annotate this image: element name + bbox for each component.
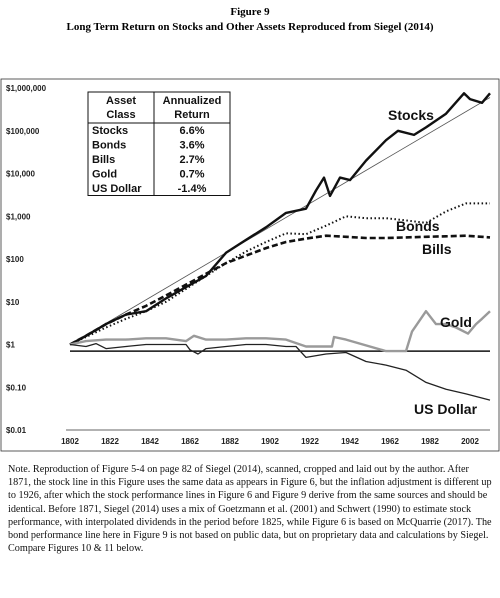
series-line-bonds — [69, 202, 490, 346]
y-tick-label: $100,000 — [6, 127, 40, 136]
series-line-gold — [69, 309, 491, 353]
table-frame — [87, 91, 231, 196]
y-tick-label: $10,000 — [6, 170, 35, 179]
x-tick-label: 1902 — [261, 437, 279, 446]
table-header-cell: Class — [106, 109, 135, 121]
y-tick-label: $10 — [6, 298, 20, 307]
table-cell-asset: Gold — [92, 169, 117, 181]
series-label-bills: Bills — [422, 241, 452, 257]
x-tick-label: 1802 — [61, 437, 79, 446]
y-tick-label: $0.10 — [6, 383, 27, 392]
return-table: Asset Class Annualized Return Stocks 6.6% Bond… — [87, 91, 231, 196]
series-line-us-dollar — [69, 342, 491, 401]
y-tick-label: $1 — [6, 341, 15, 350]
returns-chart: $0.01 $0.10 $1 $10 $100 $1,000 $10,000 $100,000… — [0, 78, 500, 452]
x-tick-label: 1842 — [141, 437, 159, 446]
figure-note: Note. Reproduction of Figure 5-4 on page… — [8, 464, 492, 555]
table-cell-asset: US Dollar — [92, 183, 142, 195]
y-tick-label: $1,000,000 — [6, 84, 47, 93]
x-tick-label: 1962 — [381, 437, 399, 446]
y-axis: $0.01 $0.10 $1 $10 $100 $1,000 $10,000 $100,000… — [6, 84, 47, 435]
series-label-us-dollar: US Dollar — [414, 401, 478, 417]
series-layer — [69, 92, 491, 401]
x-tick-label: 1882 — [221, 437, 239, 446]
x-tick-label: 1862 — [181, 437, 199, 446]
series-label-stocks: Stocks — [388, 107, 434, 123]
table-header-cell: Asset — [106, 95, 136, 107]
x-tick-label: 1982 — [421, 437, 439, 446]
x-axis: 1802 1822 1842 1862 1882 1902 1922 1942 1962 1982… — [61, 429, 490, 446]
figure-title: Long Term Return on Stocks and Other Ass… — [66, 21, 434, 33]
table-cell-return: 0.7% — [179, 169, 204, 181]
table-header-cell: Return — [174, 109, 210, 121]
table-cell-return: 2.7% — [179, 154, 204, 166]
series-label-gold: Gold — [440, 314, 472, 330]
series-line-stocks — [69, 92, 491, 346]
y-tick-label: $0.01 — [6, 426, 27, 435]
x-tick-label: 1922 — [301, 437, 319, 446]
table-cell-return: 3.6% — [179, 140, 204, 152]
y-tick-label: $100 — [6, 255, 24, 264]
x-tick-label: 1822 — [101, 437, 119, 446]
plot-frame — [0, 78, 500, 452]
table-header-cell: Annualized — [163, 95, 222, 107]
table-cell-return: 6.6% — [179, 125, 204, 137]
y-tick-label: $1,000 — [6, 212, 31, 221]
figure-number: Figure 9 — [230, 6, 270, 18]
table-cell-asset: Stocks — [92, 125, 128, 137]
table-cell-asset: Bills — [92, 154, 115, 166]
series-line-bills — [69, 234, 491, 346]
x-tick-label: 2002 — [461, 437, 479, 446]
series-labels: Stocks Bonds Bills Gold US Dollar — [388, 107, 478, 417]
table-cell-asset: Bonds — [92, 140, 126, 152]
stocks-trend-line — [69, 97, 491, 345]
x-tick-label: 1942 — [341, 437, 359, 446]
series-label-bonds: Bonds — [396, 218, 440, 234]
table-cell-return: -1.4% — [178, 183, 207, 195]
